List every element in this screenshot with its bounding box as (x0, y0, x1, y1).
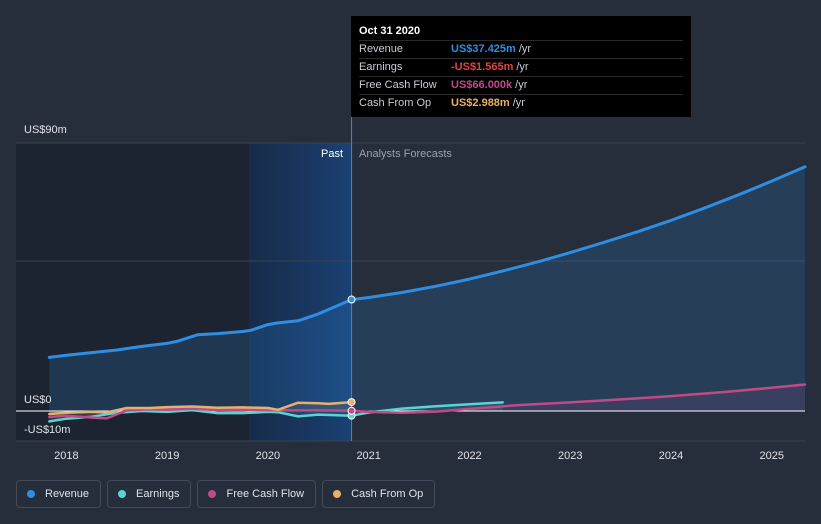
free-cash-flow-marker (347, 406, 356, 415)
x-tick-label: 2022 (457, 450, 481, 462)
x-tick-label: 2025 (760, 450, 784, 462)
legend: Revenue Earnings Free Cash Flow Cash Fro… (16, 480, 436, 508)
tooltip-label: Revenue (359, 43, 404, 55)
free-cash-flow-line (48, 383, 807, 420)
tooltip-value: US$2.988m (451, 97, 510, 109)
earnings-dot-icon (118, 490, 127, 498)
revenue-dot-icon (27, 490, 35, 498)
tooltip-value: US$66.000k (451, 79, 513, 91)
tooltip-row-cash-from-op: Cash From Op US$2.988m /yr (359, 94, 683, 112)
y-label-top: US$90m (24, 124, 67, 136)
legend-label: Revenue (45, 488, 90, 500)
cash-from-op-dot-icon (333, 490, 342, 498)
legend-item-revenue[interactable]: Revenue (16, 480, 102, 508)
past-highlight-region (249, 143, 351, 441)
x-tick-label: 2018 (54, 450, 78, 462)
legend-item-free-cash-flow[interactable]: Free Cash Flow (197, 480, 317, 508)
tooltip: Oct 31 2020 Revenue US$37.425m /yr Earni… (351, 16, 691, 117)
free-cash-flow-dot-icon (208, 490, 217, 498)
x-tick-label: 2020 (256, 450, 280, 462)
x-tick-label: 2023 (558, 450, 582, 462)
cash-from-op-marker (347, 398, 356, 407)
forecast-label: Analysts Forecasts (359, 148, 452, 160)
revenue-marker (347, 295, 356, 304)
y-label-zero: US$0 (24, 394, 52, 406)
tooltip-row-earnings: Earnings -US$1.565m /yr (359, 58, 683, 76)
tooltip-unit: /yr (516, 61, 529, 73)
tooltip-value: US$37.425m (451, 43, 516, 55)
tooltip-unit: /yr (515, 79, 528, 91)
tooltip-row-revenue: Revenue US$37.425m /yr (359, 40, 683, 58)
tooltip-value: -US$1.565m (451, 61, 514, 73)
tooltip-unit: /yr (518, 43, 532, 55)
tooltip-date: Oct 31 2020 (359, 25, 421, 37)
legend-label: Cash From Op (351, 488, 424, 500)
past-label: Past (321, 148, 343, 160)
revenue-line (47, 165, 807, 359)
cash-from-op-line (48, 400, 353, 416)
tooltip-label: Earnings (359, 61, 403, 73)
earnings-line (48, 401, 504, 423)
legend-label: Earnings (136, 488, 180, 500)
x-tick-label: 2019 (155, 450, 179, 462)
tooltip-label: Free Cash Flow (359, 79, 437, 91)
x-tick-label: 2024 (659, 450, 683, 462)
y-label-bottom: -US$10m (24, 424, 70, 436)
legend-item-cash-from-op[interactable]: Cash From Op (322, 480, 436, 508)
legend-label: Free Cash Flow (226, 488, 305, 500)
tooltip-label: Cash From Op (359, 97, 432, 109)
legend-item-earnings[interactable]: Earnings (107, 480, 192, 508)
tooltip-row-free-cash-flow: Free Cash Flow US$66.000k /yr (359, 76, 683, 94)
x-tick-label: 2021 (356, 450, 380, 462)
tooltip-unit: /yr (512, 97, 525, 109)
